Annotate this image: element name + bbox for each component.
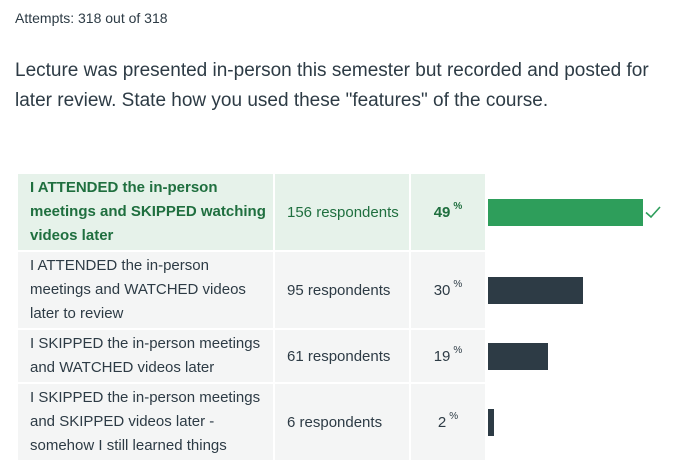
- answer-row: I ATTENDED the in-person meetings and SK…: [18, 174, 678, 250]
- answer-label: I SKIPPED the in-person meetings and SKI…: [18, 384, 273, 460]
- answer-percent: 2%: [411, 384, 485, 460]
- bar-track: [485, 384, 655, 460]
- percent-symbol: %: [453, 200, 463, 212]
- answer-label: I ATTENDED the in-person meetings and WA…: [18, 252, 273, 328]
- answer-bar: [488, 408, 494, 436]
- answer-results: I ATTENDED the in-person meetings and SK…: [18, 174, 678, 462]
- answer-bar: [488, 198, 643, 226]
- bar-track: [485, 174, 655, 250]
- percent-symbol: %: [453, 278, 463, 290]
- answer-row: I SKIPPED the in-person meetings and WAT…: [18, 330, 678, 382]
- percent-symbol: %: [449, 410, 459, 422]
- correct-check-icon: [645, 206, 661, 219]
- percent-symbol: %: [453, 344, 463, 356]
- respondent-count: 95 respondents: [275, 252, 409, 328]
- answer-percent: 49%: [411, 174, 485, 250]
- respondent-count: 156 respondents: [275, 174, 409, 250]
- answer-bar: [488, 342, 548, 370]
- respondent-count: 61 respondents: [275, 330, 409, 382]
- respondent-count: 6 respondents: [275, 384, 409, 460]
- percent-value: 2: [437, 413, 447, 431]
- answer-row: I SKIPPED the in-person meetings and SKI…: [18, 384, 678, 460]
- answer-label: I SKIPPED the in-person meetings and WAT…: [18, 330, 273, 382]
- percent-value: 19: [433, 347, 451, 365]
- bar-track: [485, 330, 655, 382]
- question-text: Lecture was presented in-person this sem…: [15, 60, 649, 111]
- answer-bar: [488, 276, 583, 304]
- percent-value: 30: [433, 281, 451, 299]
- attempts-count: Attempts: 318 out of 318: [15, 10, 168, 26]
- bar-track: [485, 252, 655, 328]
- answer-label: I ATTENDED the in-person meetings and SK…: [18, 174, 273, 250]
- answer-row: I ATTENDED the in-person meetings and WA…: [18, 252, 678, 328]
- answer-percent: 19%: [411, 330, 485, 382]
- percent-value: 49: [433, 203, 451, 221]
- answer-percent: 30%: [411, 252, 485, 328]
